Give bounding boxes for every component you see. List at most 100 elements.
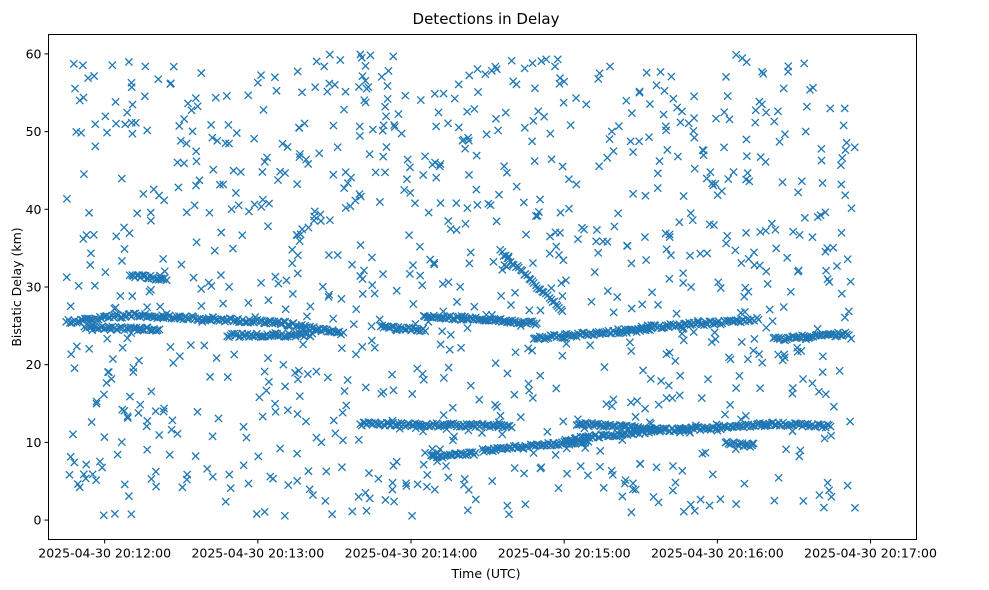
data-point [147,474,156,484]
data-point [463,204,472,213]
data-point [111,303,120,312]
data-point [662,245,671,254]
data-point [266,472,275,481]
data-point [608,470,617,479]
data-point [143,303,152,312]
data-point [174,183,183,192]
data-point [732,50,741,59]
data-point [458,136,467,145]
data-point [302,312,312,321]
data-point [507,423,516,432]
data-point [657,324,666,333]
data-point [660,424,670,433]
data-point [117,438,126,447]
data-point [820,434,829,443]
data-point [101,268,110,277]
data-point [182,208,191,217]
data-point [825,277,834,286]
data-point [558,307,567,316]
data-point [784,67,793,76]
data-point [383,94,392,104]
data-point [481,70,490,79]
data-point [284,480,293,490]
data-point [596,446,605,455]
data-point [559,98,568,107]
data-point [780,350,789,359]
data-point [82,460,91,469]
data-point [492,402,501,412]
data-point [108,61,117,70]
y-tick-label: 40 [26,202,42,217]
data-point [721,72,731,81]
data-point [92,476,101,485]
data-point [75,96,84,105]
data-point [555,79,564,88]
data-point [281,168,290,178]
data-point [536,464,545,473]
data-point [629,147,638,157]
data-point [190,201,199,210]
data-point [572,180,581,189]
data-point [180,114,189,124]
data-point [772,244,781,253]
data-point [525,306,534,315]
data-point [532,319,541,328]
data-point [304,159,313,168]
data-point [419,460,428,469]
data-point [79,170,89,179]
data-point [226,484,235,493]
data-point [146,216,156,225]
data-point [750,334,759,343]
data-point [676,118,685,127]
x-tick-label: 2025-04-30 20:15:00 [498,546,631,561]
data-point [117,256,127,265]
data-point [520,64,529,73]
data-point [409,300,418,309]
data-point [362,506,371,515]
data-point [796,446,805,455]
data-point [276,319,285,328]
data-point [225,282,234,291]
data-point [259,105,268,114]
data-point [504,510,514,519]
data-point [464,133,473,142]
data-point [293,476,302,485]
data-point [271,399,280,408]
data-point [709,221,719,230]
data-point [374,474,383,483]
data-point [493,443,502,452]
data-point [470,302,479,311]
data-point [281,305,290,314]
data-point [401,91,410,100]
data-point [790,419,799,428]
data-point [690,506,699,515]
data-point [463,324,472,333]
data-point [627,259,636,268]
data-point [590,419,600,429]
data-point [502,168,511,177]
data-point [530,156,539,166]
data-points [62,50,860,520]
data-point [827,492,836,501]
data-point [72,342,81,351]
data-point [108,354,117,364]
data-point [113,450,122,459]
data-point [293,375,303,384]
data-point [213,136,222,145]
data-point [208,133,217,142]
data-point [435,445,445,454]
data-point [370,343,379,352]
data-point [761,226,770,235]
data-point [82,231,91,240]
data-point [392,286,401,295]
data-point [736,415,746,424]
data-point [155,325,164,334]
data-point [653,169,662,178]
data-point [182,139,191,148]
data-point [664,381,673,390]
data-point [645,99,654,109]
data-point [594,74,603,83]
data-point [847,334,856,343]
data-point [250,200,259,209]
data-point [442,424,451,434]
